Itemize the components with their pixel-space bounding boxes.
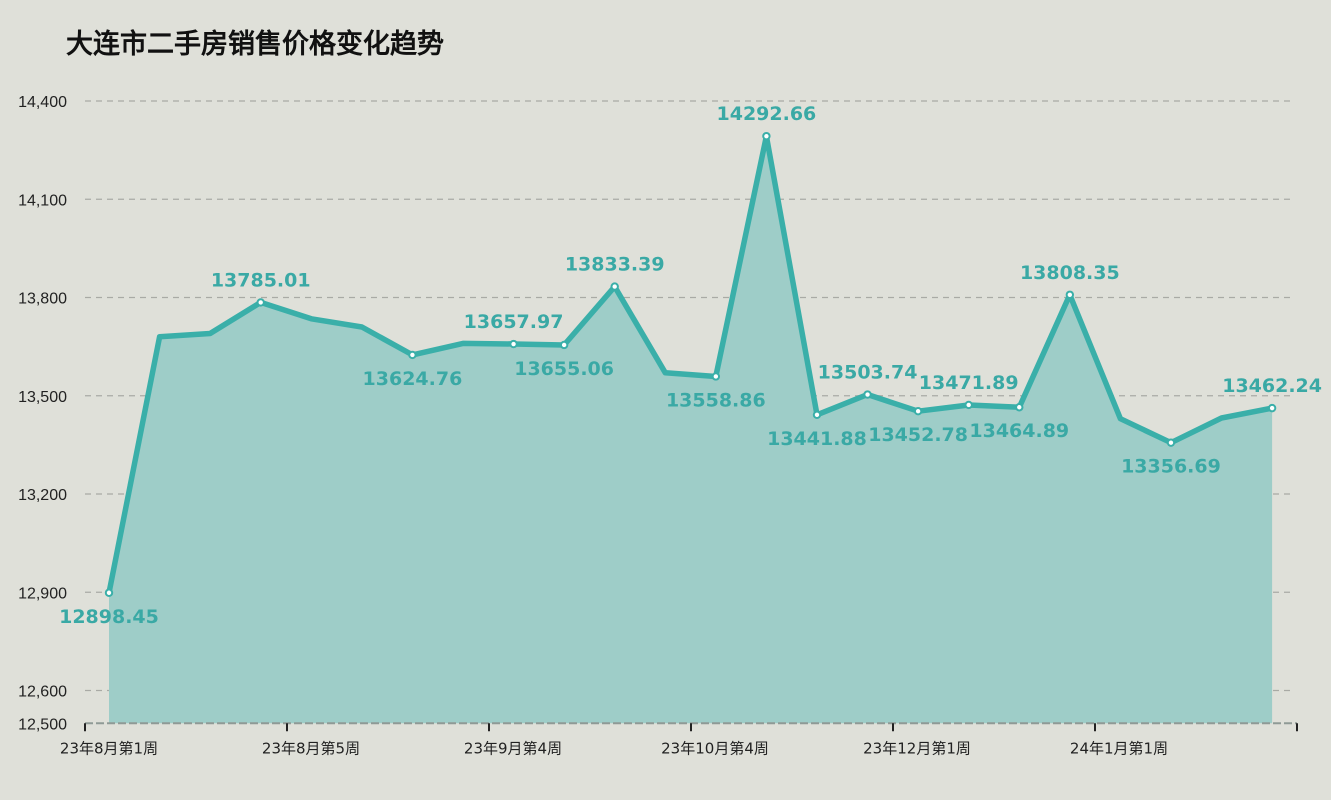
y-tick-label: 12,600 [18,684,67,701]
x-tick-label: 23年10月第4周 [661,739,769,757]
data-point-marker [1065,290,1075,299]
data-label: 13657.97 [464,311,564,333]
x-tick-label: 23年8月第5周 [262,739,360,757]
data-label: 13452.78 [868,424,968,446]
data-point-marker [863,390,872,399]
data-point-marker [509,339,518,349]
data-labels: 12898.45 13785.01 13624.76 13657.97 13655.06… [59,103,1322,628]
chart-title: 大连市二手房销售价格变化趋势 [66,29,444,60]
data-point-marker [559,340,569,350]
data-markers [104,131,1277,597]
y-tick-label: 13,500 [18,389,67,406]
data-point-marker [408,350,417,360]
data-point-marker [1267,403,1277,413]
data-label: 13503.74 [818,362,918,384]
data-point-marker [610,282,619,291]
price-line [106,133,1275,596]
y-axis: 12,500 12,600 12,900 13,200 13,500 13,800 14,1… [18,94,67,733]
data-point-marker [104,588,114,597]
y-tick-label: 14,100 [18,192,67,209]
x-tick-label: 23年8月第1周 [60,739,158,757]
y-tick-label: 13,800 [18,291,67,308]
y-tick-label: 13,200 [18,487,67,504]
data-label: 12898.45 [59,606,159,628]
data-point-marker [913,407,923,416]
x-axis: 23年8月第1周 23年8月第5周 23年9月第4周 23年10月第4周 23年12月第… [60,722,1298,757]
data-point-marker [964,400,973,410]
data-label: 14292.66 [717,103,817,125]
x-tick-label: 23年12月第1周 [863,739,971,757]
data-point-marker [1015,403,1024,412]
x-tick-label: 23年9月第4周 [464,739,562,757]
data-label: 13441.88 [767,428,867,450]
data-point-marker [762,131,771,141]
data-label: 13808.35 [1020,262,1120,284]
area-fill [109,136,1273,724]
y-tick-label: 12,500 [18,716,67,733]
data-label: 13558.86 [666,389,766,411]
data-label: 13471.89 [919,372,1019,394]
data-label: 13462.24 [1222,375,1322,397]
data-point-marker [812,410,822,419]
x-tick-label: 24年1月第1周 [1070,739,1168,757]
data-label: 13464.89 [969,420,1069,442]
data-point-marker [1166,438,1176,447]
y-tick-label: 14,400 [18,94,67,111]
data-label: 13624.76 [363,368,463,390]
data-label: 13785.01 [211,269,311,291]
data-label: 13833.39 [565,254,665,276]
data-point-marker [256,298,265,307]
data-label: 13655.06 [514,358,614,380]
y-tick-label: 12,900 [18,585,67,602]
data-point-marker [711,372,721,381]
data-label: 13356.69 [1121,456,1221,478]
